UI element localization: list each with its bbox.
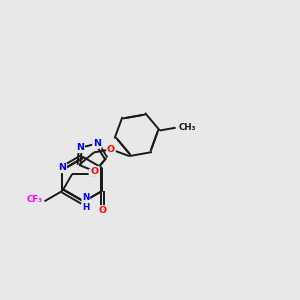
Text: O: O [107, 145, 115, 154]
Text: N: N [76, 143, 84, 152]
Text: CF₃: CF₃ [27, 195, 43, 204]
Text: CH₃: CH₃ [178, 123, 196, 132]
Text: O: O [91, 167, 99, 176]
Text: N
H: N H [82, 193, 89, 212]
Text: N: N [93, 139, 101, 148]
Text: O: O [98, 206, 106, 215]
Text: N: N [58, 164, 66, 172]
Text: S: S [89, 169, 96, 178]
